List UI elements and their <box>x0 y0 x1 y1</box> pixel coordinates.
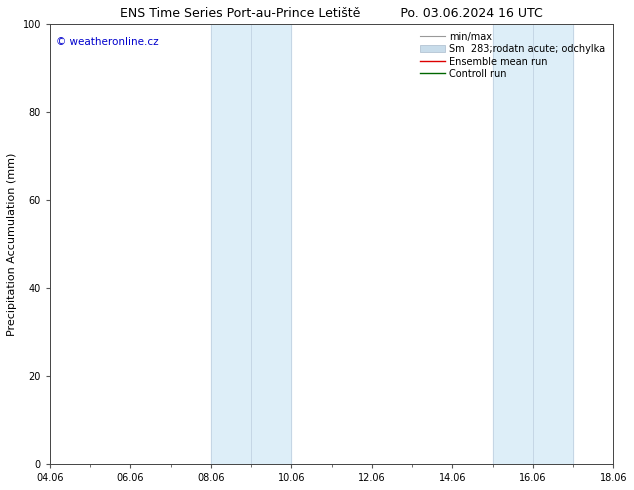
Bar <box>251 24 292 464</box>
Text: © weatheronline.cz: © weatheronline.cz <box>56 37 158 47</box>
Y-axis label: Precipitation Accumulation (mm): Precipitation Accumulation (mm) <box>7 152 17 336</box>
Bar <box>493 24 533 464</box>
Bar <box>211 24 251 464</box>
Bar <box>533 24 573 464</box>
Legend: min/max, Sm  283;rodatn acute; odchylka, Ensemble mean run, Controll run: min/max, Sm 283;rodatn acute; odchylka, … <box>417 29 609 82</box>
Title: ENS Time Series Port-au-Prince Letiště          Po. 03.06.2024 16 UTC: ENS Time Series Port-au-Prince Letiště P… <box>120 7 543 20</box>
